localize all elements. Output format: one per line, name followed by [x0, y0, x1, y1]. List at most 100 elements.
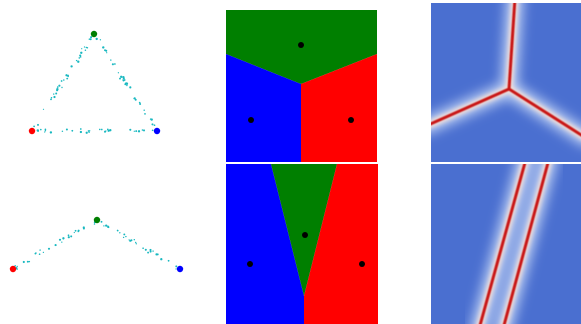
scatter-point	[49, 131, 53, 134]
scatter-point	[37, 130, 40, 132]
diagonal-ridges	[472, 164, 556, 324]
scatter-point	[56, 86, 59, 88]
scatter-point	[62, 237, 65, 240]
scatter-points	[14, 219, 181, 270]
scatter-point	[149, 250, 152, 253]
scatter-point	[150, 118, 153, 121]
red-center-point	[28, 127, 36, 135]
scatter-point	[155, 253, 158, 256]
scatter-point	[58, 84, 61, 87]
scatter-point	[89, 38, 92, 41]
scatter-point	[74, 229, 77, 232]
scatter-point	[87, 130, 90, 132]
scatter-point	[60, 80, 63, 82]
blue-region	[226, 54, 301, 162]
scatter-point	[175, 268, 177, 270]
scatter-point	[151, 123, 154, 126]
scatter-point	[133, 130, 135, 132]
scatter-point	[107, 226, 110, 229]
scatter-point	[16, 265, 18, 268]
scatter-point	[144, 248, 147, 251]
scatter-point	[133, 238, 136, 241]
scatter-point	[79, 130, 83, 134]
heatmap-parallel-diagonals	[431, 164, 581, 324]
scatter-point	[66, 77, 69, 80]
scatter-point	[67, 236, 70, 239]
scatter-point	[120, 75, 123, 78]
scatter-point	[22, 260, 25, 264]
scatter-point	[117, 72, 120, 74]
scatter-point	[56, 88, 59, 91]
scatter-point	[144, 113, 146, 115]
scatter-point	[73, 231, 75, 234]
scatter-point	[152, 250, 154, 252]
scatter-point	[37, 123, 39, 126]
voronoi-panel-top	[226, 10, 377, 162]
scatter-point	[134, 98, 137, 101]
blue-site-point	[248, 117, 254, 123]
scatter-point	[142, 129, 146, 132]
scatter-point	[83, 46, 86, 48]
scatter-point	[79, 54, 82, 57]
scatter-point	[28, 260, 31, 263]
scatter-point	[61, 86, 63, 89]
red-site-point	[359, 261, 365, 267]
scatter-point	[50, 98, 52, 101]
scatter-point	[89, 130, 91, 132]
scatter-point	[55, 92, 58, 95]
scatter-point	[53, 93, 55, 95]
green-center-point	[93, 216, 101, 224]
scatter-point	[105, 49, 108, 52]
scatter-point	[122, 75, 125, 79]
scatter-point	[135, 130, 138, 133]
scatter-point	[65, 74, 68, 77]
scatter-point	[42, 108, 45, 110]
scatter-point	[77, 230, 79, 233]
scatter-point	[138, 101, 141, 104]
scatter-point	[106, 52, 108, 54]
scatter-point	[88, 131, 90, 133]
scatter-point	[133, 97, 135, 100]
scatter-point	[119, 232, 121, 234]
scatter-point	[90, 36, 93, 39]
scatter-point	[39, 249, 41, 251]
scatter-point	[44, 131, 46, 133]
scatter-point	[107, 129, 110, 132]
scatter-point	[84, 49, 87, 52]
scatter-point	[75, 59, 78, 62]
scatter-point	[44, 129, 47, 132]
junction-ridges	[431, 3, 581, 145]
scatter-point	[26, 260, 29, 263]
blue-region	[226, 164, 304, 324]
scatter-point	[67, 75, 69, 78]
scatter-point	[122, 79, 124, 81]
scatter-point	[38, 253, 41, 255]
scatter-point	[123, 233, 126, 236]
scatter-point	[116, 229, 119, 232]
scatter-point	[103, 225, 105, 227]
blue-site-point	[247, 261, 253, 267]
scatter-point	[65, 128, 68, 131]
scatter-point	[70, 65, 73, 68]
scatter-point	[151, 129, 154, 132]
red-region	[304, 164, 378, 324]
scatter-point	[124, 83, 127, 86]
scatter-point	[53, 95, 56, 99]
scatter-point	[35, 252, 37, 254]
scatter-point	[54, 244, 57, 247]
scatter-point	[135, 241, 137, 244]
scatter-point	[61, 130, 64, 133]
heatmap-y-junction	[431, 3, 581, 162]
scatter-point	[135, 243, 137, 245]
scatter-point	[88, 38, 91, 40]
green-region	[271, 164, 337, 296]
scatter-point	[42, 251, 45, 254]
voronoi-panel-bottom	[226, 164, 378, 324]
scatter-point	[63, 79, 65, 81]
scatter-point	[167, 259, 170, 262]
scatter-point	[102, 46, 105, 49]
scatter-point	[100, 128, 103, 131]
scatter-point	[81, 48, 83, 50]
scatter-plot-triangle	[28, 30, 161, 135]
red-region	[301, 54, 377, 162]
